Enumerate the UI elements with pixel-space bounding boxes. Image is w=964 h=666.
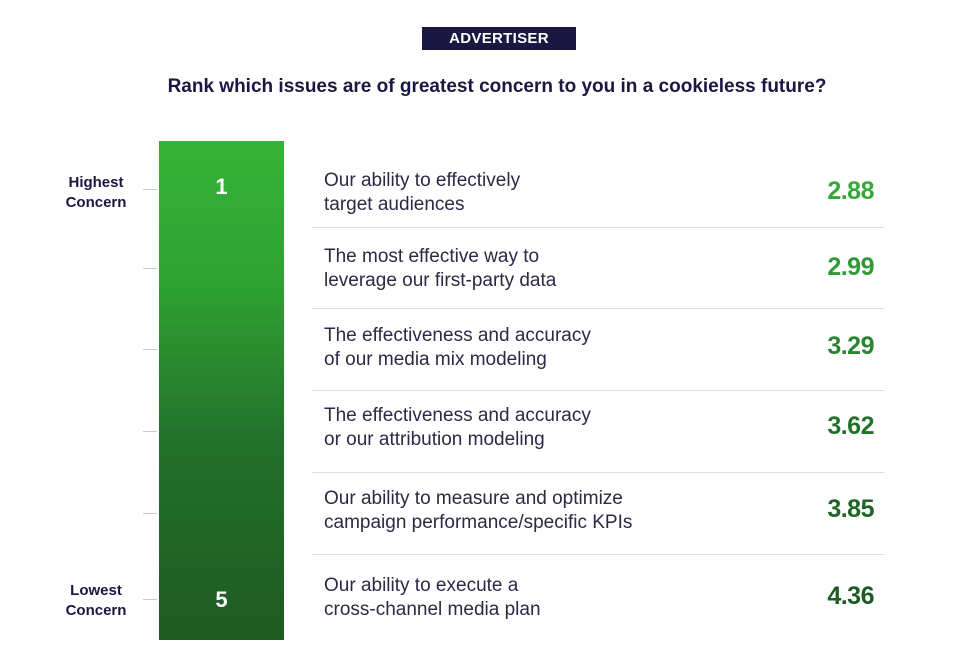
row-divider	[312, 308, 884, 309]
scale-tick	[143, 349, 157, 350]
issue-label: The effectiveness and accuracy or our att…	[324, 404, 684, 452]
issue-label: Our ability to measure and optimize campa…	[324, 487, 684, 535]
row-divider	[312, 390, 884, 391]
scale-tick	[143, 431, 157, 432]
issue-label: Our ability to effectively target audienc…	[324, 169, 684, 217]
issue-score: 3.29	[827, 332, 874, 360]
rank-scale-bar	[159, 141, 284, 640]
highest-label-line1: Highest	[68, 174, 124, 191]
scale-tick	[143, 513, 157, 514]
issue-label: The most effective way to leverage our fi…	[324, 245, 684, 293]
issue-label-line2: campaign performance/specific KPIs	[324, 512, 633, 533]
issue-label-line1: Our ability to execute a	[324, 575, 519, 596]
issue-score: 2.88	[827, 177, 874, 205]
issue-label-line2: or our attribution modeling	[324, 429, 545, 450]
issue-score: 2.99	[827, 253, 874, 281]
issue-label-line1: The most effective way to	[324, 246, 540, 267]
scale-tick	[143, 189, 157, 190]
highest-concern-label: Highest Concern	[50, 173, 142, 213]
issue-row: The most effective way to leverage our fi…	[312, 243, 884, 297]
issue-row: The effectiveness and accuracy or our att…	[312, 402, 884, 456]
scale-tick	[143, 599, 157, 600]
issue-label: Our ability to execute a cross-channel me…	[324, 574, 684, 622]
issue-row: The effectiveness and accuracy of our med…	[312, 322, 884, 376]
lowest-concern-label: Lowest Concern	[50, 581, 142, 621]
issue-score: 3.62	[827, 412, 874, 440]
lowest-label-line1: Lowest	[70, 582, 122, 599]
scale-top-number: 1	[215, 174, 228, 199]
issue-row: Our ability to effectively target audienc…	[312, 167, 884, 221]
scale-tick	[143, 268, 157, 269]
advertiser-badge: ADVERTISER	[422, 27, 576, 50]
row-divider	[312, 227, 884, 228]
issue-label-line2: cross-channel media plan	[324, 599, 541, 620]
issue-score: 3.85	[827, 495, 874, 523]
chart-title: Rank which issues are of greatest concer…	[167, 76, 827, 97]
issue-row: Our ability to measure and optimize campa…	[312, 485, 884, 539]
issue-row: Our ability to execute a cross-channel me…	[312, 572, 884, 626]
issue-label-line2: target audiences	[324, 194, 465, 215]
issue-label-line1: Our ability to effectively	[324, 170, 521, 191]
issue-label-line2: leverage our first-party data	[324, 270, 557, 291]
issue-score: 4.36	[827, 582, 874, 610]
issue-label-line1: The effectiveness and accuracy	[324, 405, 591, 426]
scale-bottom-number: 5	[215, 587, 228, 612]
row-divider	[312, 472, 884, 473]
issue-label: The effectiveness and accuracy of our med…	[324, 324, 684, 372]
issue-label-line1: Our ability to measure and optimize	[324, 488, 623, 509]
issue-label-line2: of our media mix modeling	[324, 349, 547, 370]
row-divider	[312, 554, 884, 555]
issue-label-line1: The effectiveness and accuracy	[324, 325, 591, 346]
lowest-label-line2: Concern	[65, 602, 127, 619]
highest-label-line2: Concern	[65, 194, 127, 211]
